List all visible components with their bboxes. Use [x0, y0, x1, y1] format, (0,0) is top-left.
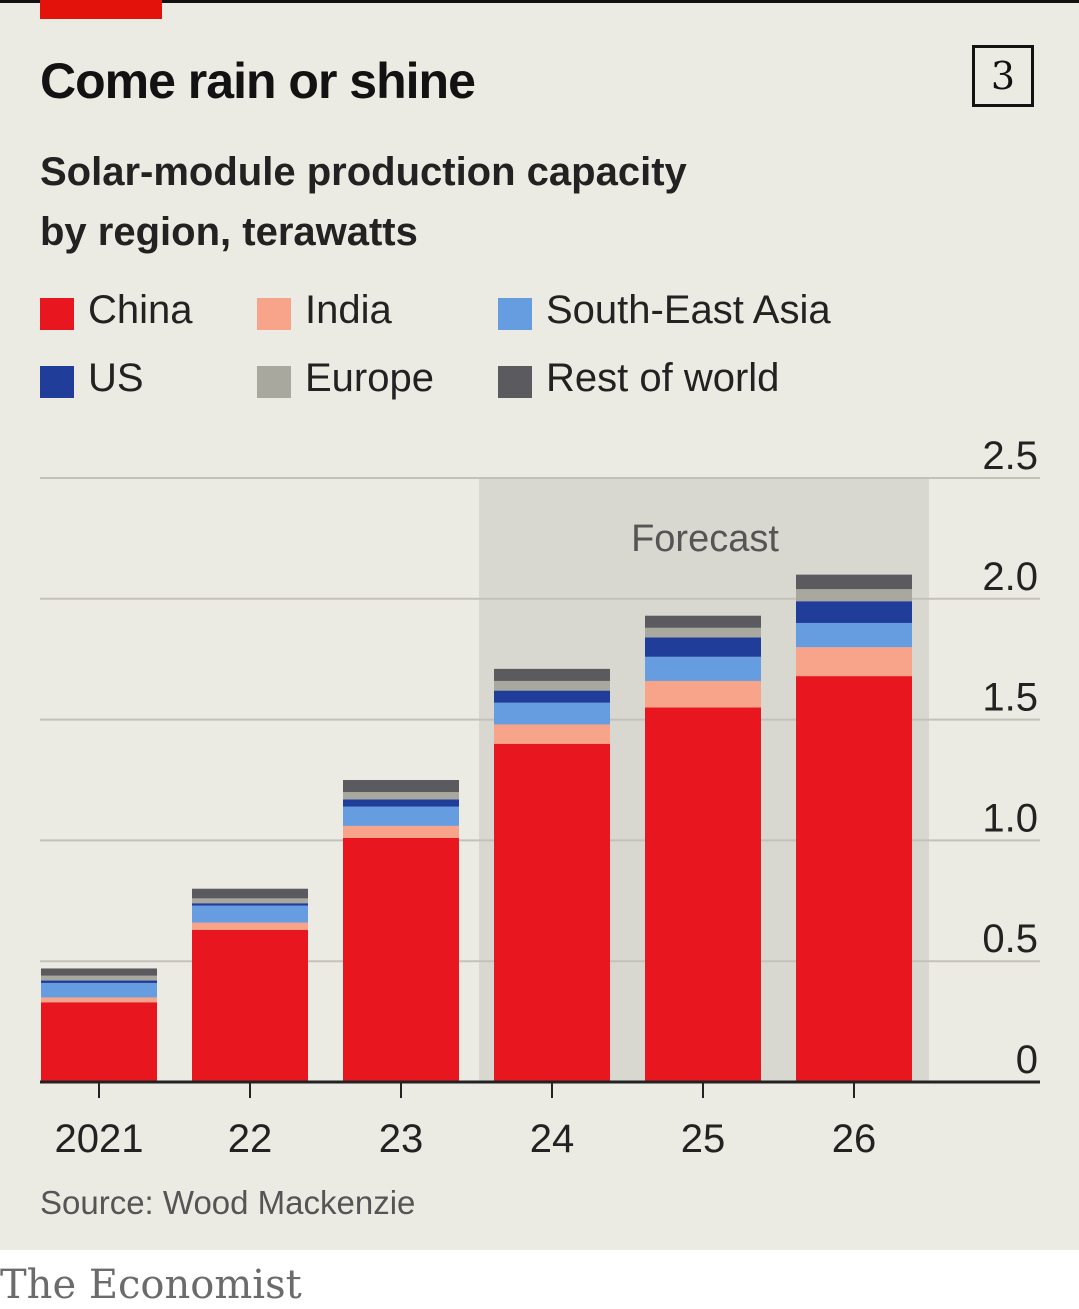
bar-segment-china: [796, 676, 912, 1082]
bar-segment-europe: [494, 680, 610, 691]
brand-red-tag: [40, 0, 162, 19]
bar-segment-china: [343, 837, 459, 1082]
bar-segment-rest-of-world: [41, 968, 157, 976]
bar-segment-rest-of-world: [494, 668, 610, 681]
bar-segment-rest-of-world: [343, 780, 459, 793]
bar-segment-india: [796, 647, 912, 677]
bar-segment-china: [192, 929, 308, 1082]
legend-label-us: US: [88, 356, 144, 400]
bar-segment-europe: [192, 898, 308, 904]
legend-label-europe: Europe: [305, 356, 434, 400]
bar-segment-rest-of-world: [645, 615, 761, 628]
chart-subtitle-line-1: Solar-module production capacity: [40, 150, 687, 194]
x-tick-label: 23: [379, 1117, 424, 1161]
bar-segment-china: [645, 707, 761, 1082]
bar-segment-india: [343, 825, 459, 838]
bar-segment-south-east-asia: [796, 622, 912, 648]
chart-panel: Come rain or shine 3 Solar-module produc…: [0, 0, 1079, 1250]
x-tick-label: 26: [832, 1117, 877, 1161]
legend-swatch-europe: [257, 366, 291, 398]
bar-segment-us: [645, 637, 761, 657]
x-tick-label: 25: [681, 1117, 726, 1161]
bar-segment-us: [41, 980, 157, 983]
bar-segment-south-east-asia: [343, 806, 459, 826]
top-rule: [0, 0, 1079, 3]
publisher-wordmark: The Economist: [0, 1262, 302, 1308]
forecast-label: Forecast: [631, 518, 779, 560]
legend-swatch-china: [40, 298, 74, 330]
bar-segment-europe: [645, 627, 761, 638]
chart-subtitle-line-2: by region, terawatts: [40, 210, 418, 254]
bar-segment-china: [41, 1002, 157, 1082]
y-tick-label: 2.0: [982, 555, 1038, 599]
bar-segment-us: [494, 690, 610, 703]
bar-segment-south-east-asia: [645, 656, 761, 681]
chart-title: Come rain or shine: [40, 53, 476, 109]
bar-segment-us: [192, 903, 308, 906]
bar-segment-south-east-asia: [192, 905, 308, 923]
stacked-bar-chart: Forecast 0 0.5 1.0 1.5 2.0 2.5 2021 22 23 24 25 26: [40, 434, 1040, 1161]
y-tick-label: 1.5: [982, 676, 1038, 720]
y-tick-label: 0: [1016, 1038, 1038, 1082]
y-tick-label: 2.5: [982, 434, 1038, 478]
bar-segment-south-east-asia: [41, 982, 157, 998]
legend-swatch-us: [40, 366, 74, 398]
bar-segment-india: [494, 724, 610, 744]
legend-swatch-india: [257, 298, 291, 330]
y-tick-label: 1.0: [982, 796, 1038, 840]
legend-label-china: China: [88, 288, 193, 332]
bar-segment-rest-of-world: [192, 888, 308, 899]
bar-segment-rest-of-world: [796, 574, 912, 590]
bar-segment-china: [494, 743, 610, 1082]
bar-segment-europe: [41, 975, 157, 981]
legend-label-india: India: [305, 288, 392, 332]
bar-segment-us: [343, 799, 459, 807]
bar-segment-europe: [796, 589, 912, 602]
bar-segment-us: [796, 601, 912, 623]
y-tick-label: 0.5: [982, 917, 1038, 961]
chart-number-badge: 3: [972, 45, 1034, 107]
source-note: Source: Wood Mackenzie: [40, 1184, 416, 1221]
bar-segment-india: [645, 680, 761, 708]
x-tick-label: 22: [228, 1117, 273, 1161]
legend-label-rest-of-world: Rest of world: [546, 356, 780, 400]
legend-swatch-rest-of-world: [498, 366, 532, 398]
x-tick-label: 2021: [55, 1117, 144, 1161]
legend-swatch-south-east-asia: [498, 298, 532, 330]
bar-segment-south-east-asia: [494, 702, 610, 725]
bar-segment-india: [192, 922, 308, 930]
x-tick-label: 24: [530, 1117, 575, 1161]
bar-segment-india: [41, 997, 157, 1003]
legend-label-south-east-asia: South-East Asia: [546, 288, 831, 332]
bar-segment-europe: [343, 792, 459, 800]
